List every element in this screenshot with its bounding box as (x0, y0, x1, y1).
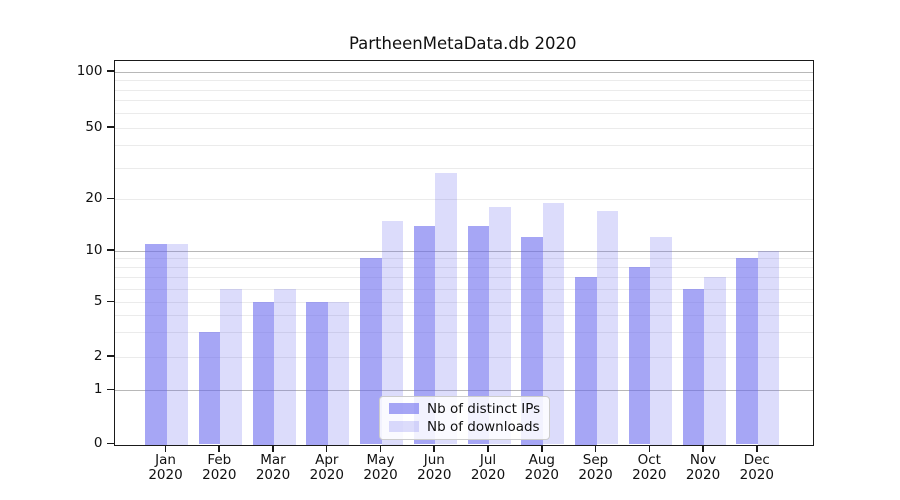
bar-distinct-ips-nov (682, 288, 704, 445)
bar-distinct-ips-oct (628, 267, 651, 445)
chart-title: PartheenMetaData.db 2020 (348, 34, 577, 53)
x-tick-label-jun: Jun 2020 (417, 451, 452, 483)
gridline-y-20 (114, 199, 813, 201)
bar-distinct-ips-apr (306, 302, 328, 445)
x-tick-label-aug: Aug 2020 (524, 451, 559, 483)
gridline-y-70 (114, 100, 813, 102)
x-tick-jun (433, 444, 435, 452)
gridline-y-90 (114, 80, 813, 81)
plot-area (113, 59, 814, 446)
legend-item-distinct-ips: Nb of distinct IPs (389, 401, 540, 417)
x-tick-jul (487, 444, 489, 452)
gridline-y-50 (114, 127, 813, 129)
gridline-y-60 (114, 112, 813, 114)
y-tick-50 (106, 126, 114, 128)
bar-downloads-apr (327, 302, 350, 445)
x-tick-label-mar: Mar 2020 (255, 451, 291, 483)
y-tick-2 (106, 355, 114, 357)
x-tick-label-apr: Apr 2020 (309, 451, 344, 483)
gridline-y-30 (114, 167, 813, 169)
x-tick-label-jul: Jul 2020 (470, 451, 506, 483)
legend-label-distinct-ips: Nb of distinct IPs (427, 400, 541, 417)
bar-downloads-oct (650, 237, 672, 445)
gridline-y-2 (114, 356, 813, 358)
x-tick-apr (325, 444, 328, 452)
bar-distinct-ips-jun (413, 225, 436, 445)
x-tick-dec (756, 444, 758, 452)
legend-swatch-distinct-ips (389, 403, 419, 414)
y-tick-label-10: 10 (85, 241, 103, 258)
x-tick-mar (272, 444, 274, 452)
x-tick-feb (218, 444, 220, 452)
y-tick-label-100: 100 (76, 62, 103, 79)
bar-distinct-ips-jan (145, 243, 167, 445)
y-tick-label-20: 20 (85, 190, 103, 207)
bar-downloads-feb (220, 288, 242, 445)
y-tick-label-1: 1 (93, 381, 103, 398)
x-tick-label-jan: Jan 2020 (148, 451, 183, 483)
y-tick-10 (106, 249, 114, 251)
gridline-y-80 (114, 89, 813, 91)
y-tick-20 (106, 197, 114, 200)
x-tick-label-dec: Dec 2020 (739, 451, 774, 483)
gridline-y-10 (114, 250, 813, 252)
bar-downloads-sep (596, 211, 618, 445)
x-tick-oct (648, 444, 651, 452)
bar-distinct-ips-jul (467, 225, 489, 445)
gridline-y-4 (114, 315, 813, 317)
bar-distinct-ips-feb (198, 332, 221, 445)
y-tick-100 (106, 70, 114, 72)
bar-downloads-dec (757, 250, 780, 445)
bar-distinct-ips-sep (575, 277, 597, 445)
gridline-y-1 (114, 390, 813, 392)
y-tick-label-2: 2 (93, 347, 103, 364)
gridline-y-9 (114, 258, 813, 260)
x-tick-label-feb: Feb 2020 (202, 451, 237, 483)
x-tick-aug (541, 444, 543, 452)
gridline-y-3 (114, 332, 813, 334)
gridline-y-5 (114, 302, 813, 303)
bar-distinct-ips-dec (736, 258, 758, 445)
y-tick-label-5: 5 (93, 293, 103, 309)
x-tick-label-oct: Oct 2020 (632, 451, 667, 483)
x-tick-label-nov: Nov 2020 (685, 451, 721, 483)
x-tick-label-may: May 2020 (363, 451, 398, 483)
x-tick-may (379, 444, 382, 452)
gridline-y-8 (114, 267, 813, 269)
y-tick-1 (106, 388, 114, 391)
x-tick-jan (164, 444, 167, 452)
bar-distinct-ips-may (360, 258, 382, 445)
bar-downloads-jul (489, 207, 511, 445)
y-tick-0 (106, 442, 114, 445)
y-tick-label-0: 0 (93, 435, 103, 452)
legend-swatch-downloads (389, 421, 419, 432)
legend-item-downloads: Nb of downloads (389, 419, 540, 435)
bar-downloads-jan (166, 243, 188, 445)
gridline-y-7 (114, 277, 813, 278)
bar-downloads-mar (274, 288, 296, 445)
bar-downloads-aug (542, 203, 565, 445)
bar-downloads-jun (435, 172, 457, 445)
legend-label-downloads: Nb of downloads (427, 418, 540, 435)
x-tick-nov (702, 444, 704, 452)
legend: Nb of distinct IPs Nb of downloads (379, 395, 551, 440)
x-tick-sep (594, 444, 597, 452)
y-tick-5 (106, 300, 114, 303)
y-tick-label-50: 50 (85, 118, 103, 135)
bar-distinct-ips-aug (521, 237, 543, 445)
bar-downloads-may (381, 220, 403, 445)
bar-downloads-nov (704, 277, 726, 445)
gridline-y-100 (114, 71, 813, 73)
bar-distinct-ips-mar (252, 302, 274, 445)
gridline-y-6 (114, 288, 813, 290)
gridline-y-40 (114, 145, 813, 146)
x-tick-label-sep: Sep 2020 (578, 451, 613, 483)
